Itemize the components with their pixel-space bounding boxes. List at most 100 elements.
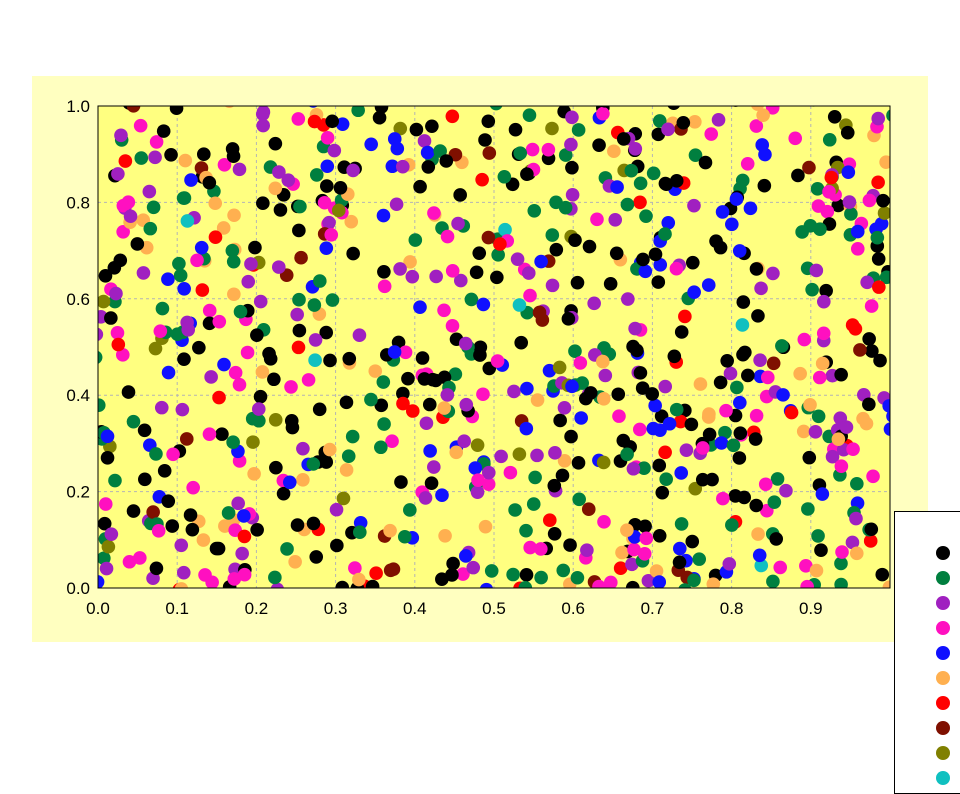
scatter-point-series-1 [319,179,334,193]
scatter-point-series-1 [864,522,879,537]
scatter-point-series-7 [118,154,133,168]
scatter-point-series-1 [862,397,876,412]
y-tick-label: 0.0 [66,579,90,598]
scatter-point-series-5 [184,173,198,187]
scatter-point-series-4 [669,261,684,276]
scatter-point-series-2 [570,570,585,585]
scatter-point-series-6 [227,208,241,223]
scatter-point-series-3 [580,543,594,557]
scatter-point-series-4 [612,409,626,423]
scatter-point-series-2 [508,503,522,517]
scatter-point-series-4 [797,332,812,347]
scatter-point-series-9 [98,294,111,309]
scatter-point-series-8 [146,505,160,519]
scatter-point-series-1 [705,472,719,487]
scatter-point-series-2 [221,506,236,520]
scatter-point-series-4 [301,373,316,387]
scatter-point-series-4 [440,229,455,244]
scatter-point-series-2 [143,221,158,236]
scatter-point-series-3 [253,294,268,309]
scatter-point-series-6 [831,432,846,447]
scatter-point-series-3 [176,565,191,580]
scatter-point-series-1 [871,252,886,266]
scatter-point-series-5 [385,159,400,174]
scatter-point-series-2 [556,563,571,578]
scatter-point-series-3 [99,561,114,576]
scatter-point-series-1 [757,178,772,193]
scatter-point-series-1 [749,498,764,513]
scatter-point-series-5 [755,138,770,152]
scatter-point-series-9 [148,341,163,356]
scatter-point-series-3 [180,315,194,330]
scatter-point-series-5 [638,264,653,279]
scatter-point-series-4 [573,356,588,370]
x-tick-label: 0.4 [403,599,427,618]
scatter-point-series-2 [146,200,161,215]
scatter-point-series-6 [449,445,464,460]
scatter-point-series-1 [421,160,436,174]
scatter-point-series-3 [272,165,286,179]
scatter-point-series-1 [273,203,288,217]
scatter-chart: 0.0 0.1 0.2 0.3 0.4 0.5 0.6 0.7 0.8 0.9 0.0 0.2 0.4 0… [66,97,891,618]
scatter-point-series-1 [446,556,460,571]
scatter-point-series-4 [758,477,773,492]
legend-marker-series-9 [936,746,950,760]
scatter-point-series-2 [233,304,248,319]
scatter-point-series-6 [208,196,223,211]
scatter-point-series-4 [445,264,460,278]
scatter-point-series-3 [440,388,455,402]
scatter-point-series-6 [859,416,874,431]
scatter-point-series-4 [232,377,247,392]
scatter-point-series-3 [329,502,344,517]
scatter-point-series-1 [695,472,710,487]
scatter-point-series-6 [815,356,830,371]
scatter-point-series-3 [256,106,271,119]
scatter-point-series-1 [269,460,283,475]
scatter-point-series-3 [175,402,190,417]
scatter-point-series-3 [405,269,420,284]
scatter-point-series-4 [760,370,775,385]
scatter-point-series-2 [692,552,707,566]
scatter-point-series-5 [652,575,667,588]
scatter-point-series-2 [170,327,185,342]
scatter-point-series-5 [476,297,491,312]
scatter-point-series-1 [253,389,268,404]
scatter-point-series-4 [398,345,413,360]
scatter-point-series-9 [512,447,527,462]
scatter-point-series-3 [418,491,433,505]
scatter-point-series-6 [530,393,545,407]
scatter-point-series-1 [652,458,667,473]
scatter-point-series-1 [377,264,391,279]
scatter-point-series-3 [817,294,831,309]
scatter-point-series-4 [166,447,180,462]
scatter-point-series-1 [652,529,667,543]
scatter-point-series-1 [138,472,152,487]
scatter-point-series-1 [648,247,663,262]
scatter-point-series-3 [557,401,572,415]
scatter-point-series-3 [608,213,623,227]
scatter-point-series-6 [803,398,817,412]
scatter-point-series-9 [246,435,260,449]
scatter-point-series-1 [633,366,648,380]
data-points [98,106,890,588]
scatter-point-series-1 [667,106,681,111]
scatter-point-series-6 [701,410,716,424]
scatter-point-series-1 [611,387,626,402]
scatter-point-series-5 [320,159,335,174]
legend-marker-series-3 [936,596,950,610]
scatter-point-series-2 [620,197,635,212]
scatter-point-series-4 [503,465,518,480]
scatter-point-series-3 [587,296,601,311]
scatter-point-series-3 [626,461,641,476]
scatter-point-series-1 [713,375,728,390]
scatter-point-series-5 [886,410,890,423]
scatter-point-series-1 [645,387,660,401]
scatter-point-series-2 [98,350,103,364]
scatter-point-series-3 [393,262,407,276]
scatter-point-series-7 [872,280,886,294]
scatter-point-series-3 [808,425,823,439]
scatter-point-series-1 [568,233,582,247]
scatter-point-series-1 [439,154,454,168]
scatter-point-series-3 [419,416,434,431]
scatter-point-series-1 [865,344,879,358]
